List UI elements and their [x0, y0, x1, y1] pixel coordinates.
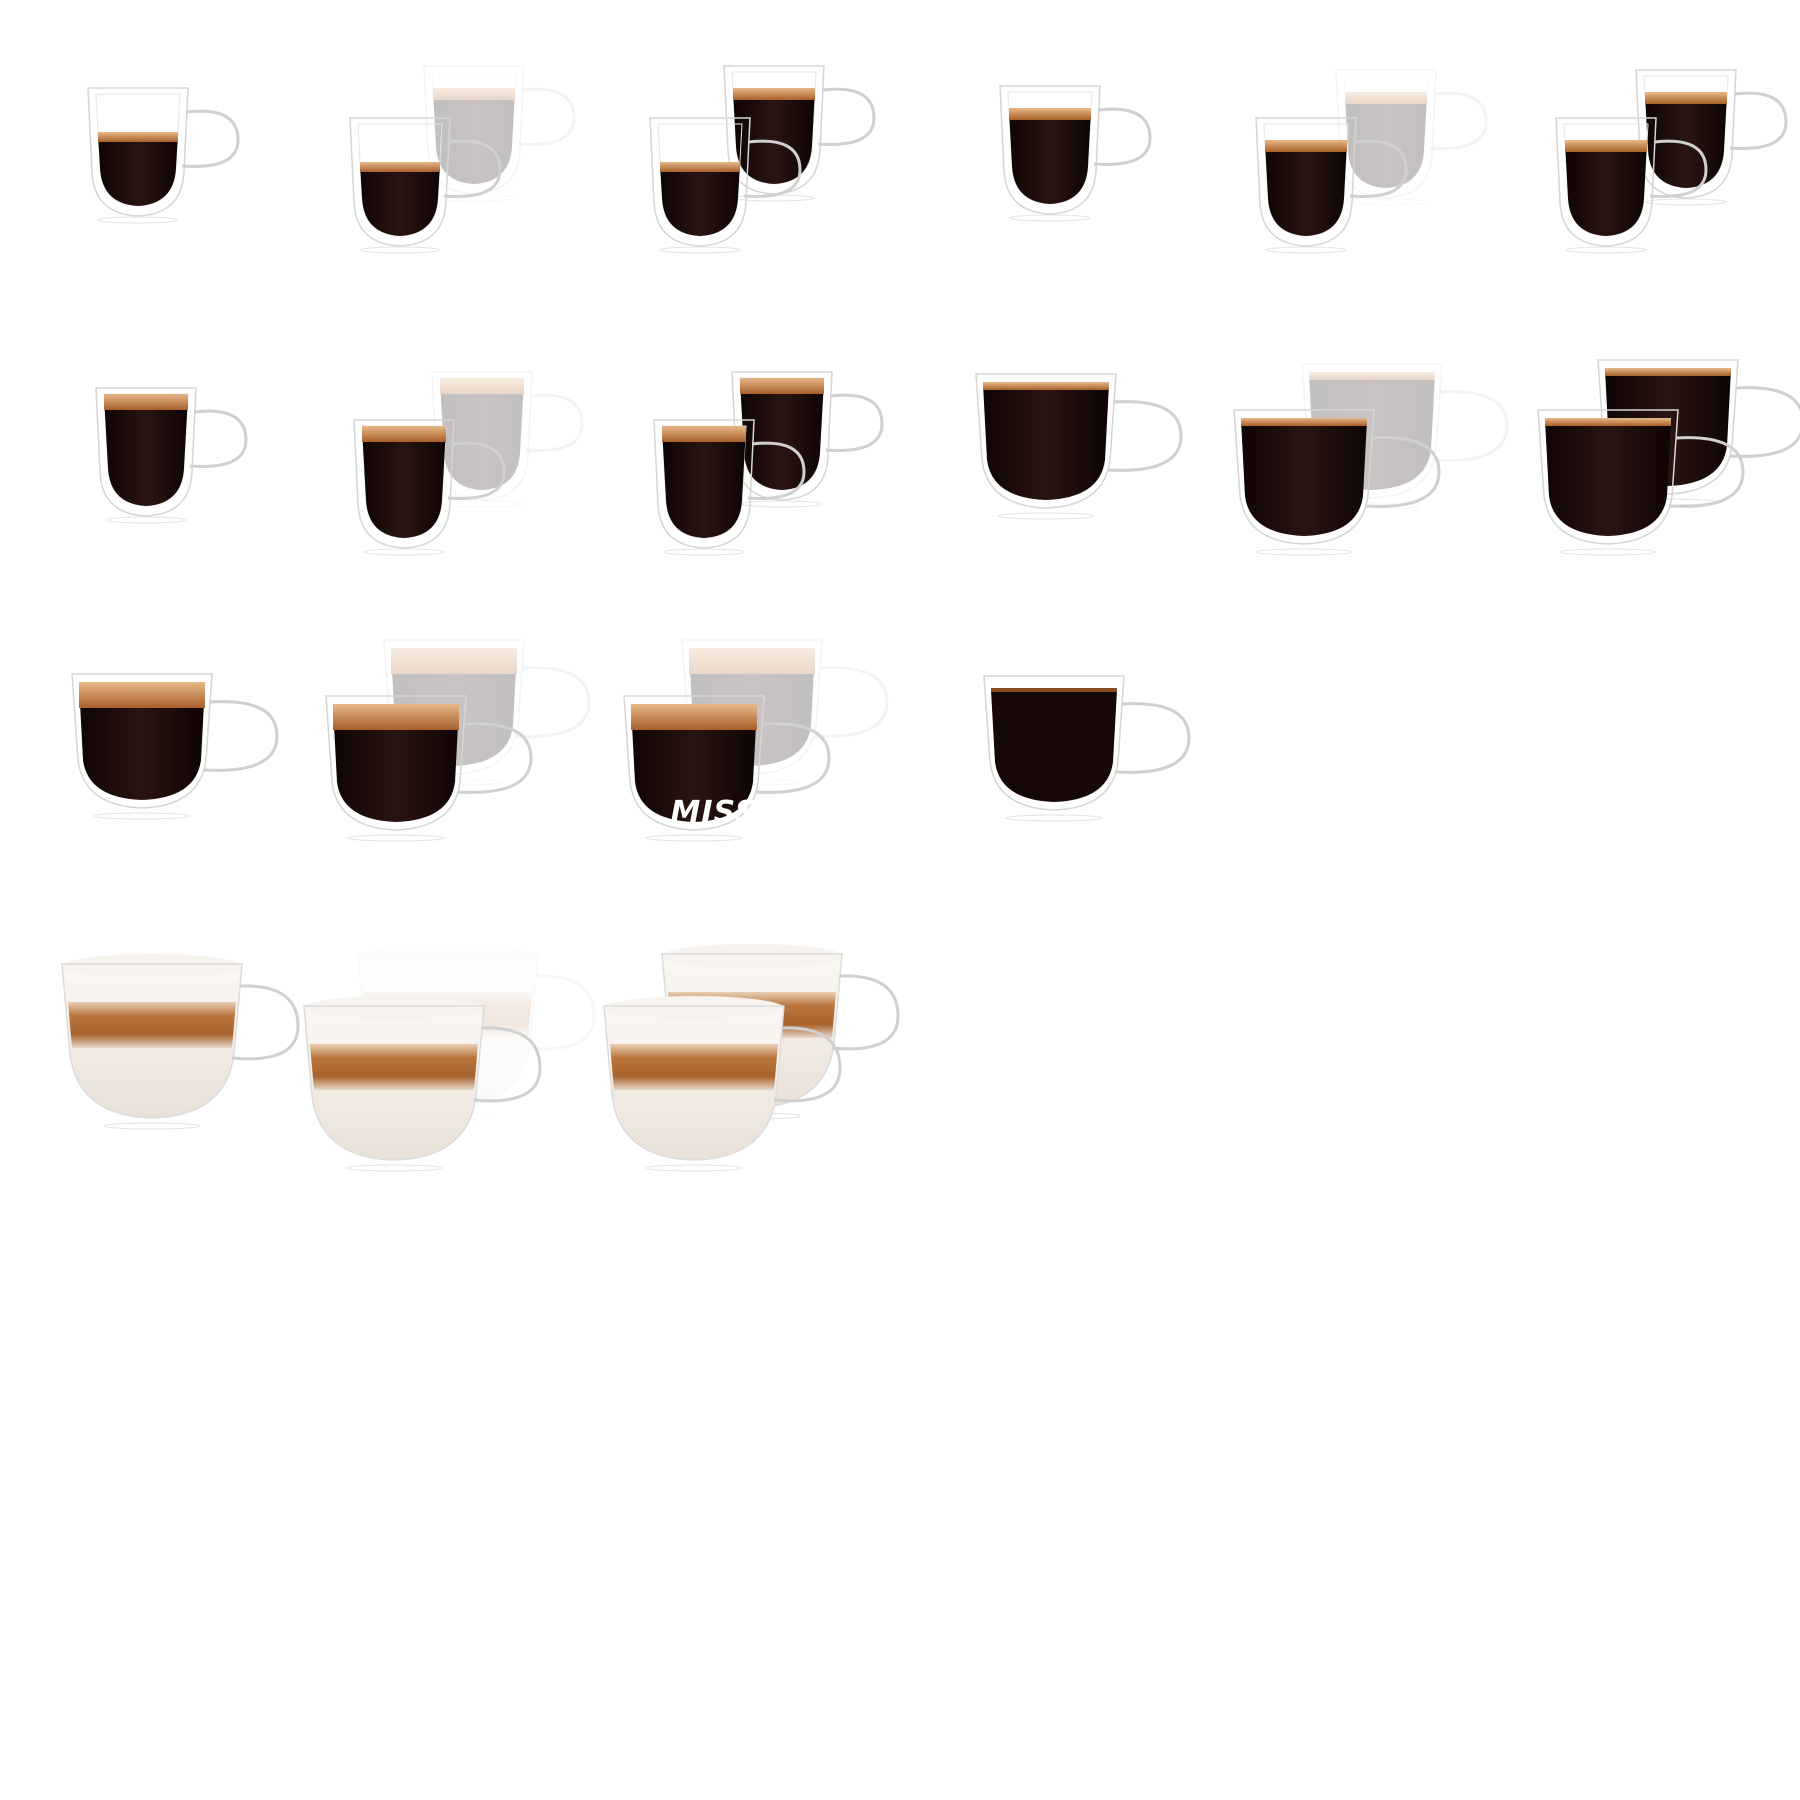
espresso-double-icon: [650, 66, 874, 253]
coffee-wide-double-faded-back-icon: [1234, 364, 1507, 555]
coffee-wide-double-icon: [1538, 360, 1800, 555]
lungo-cup-icon: [96, 388, 246, 523]
espresso-tall-cup-icon: [1000, 86, 1150, 221]
lungo-double-icon: [654, 372, 882, 555]
coffee-wide-cup-icon: [976, 374, 1181, 519]
americano-cup-icon: [72, 674, 277, 819]
espresso-tall-double-faded-back-icon: [1256, 70, 1486, 253]
americano-double-faded-back-icon: [326, 640, 589, 841]
espresso-double-faded-back-icon: [350, 66, 574, 253]
americano-double-faded-back-missing-icon: MISSING: [624, 640, 887, 841]
black-coffee-cup-icon: [984, 676, 1189, 821]
espresso-cup-icon: [88, 88, 238, 223]
latte-macchiato-cup-icon: [60, 952, 300, 1131]
espresso-tall-double-icon: [1556, 70, 1786, 253]
latte-macchiato-double-faded-back-icon: [302, 942, 596, 1173]
latte-macchiato-double-icon: [602, 942, 900, 1173]
missing-label: MISSING: [670, 795, 821, 830]
lungo-double-faded-back-icon: [354, 372, 582, 555]
